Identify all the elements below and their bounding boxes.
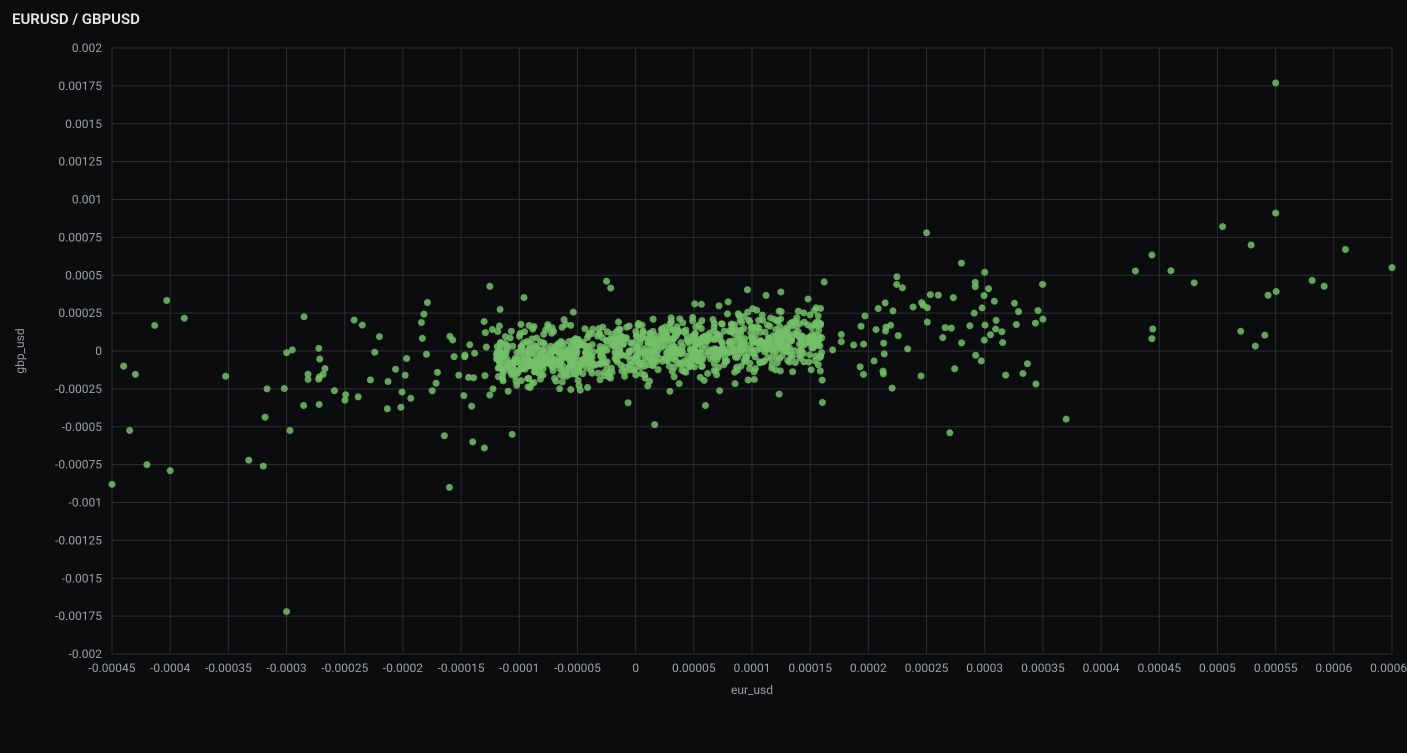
scatter-chart: -0.002-0.00175-0.0015-0.00125-0.001-0.00… — [112, 48, 1392, 708]
y-tick-label: 0.00075 — [58, 230, 102, 244]
x-tick-label: 0.00055 — [1254, 661, 1298, 675]
y-tick-label: -0.002 — [69, 647, 103, 661]
y-tick-label: -0.0015 — [62, 571, 102, 585]
y-axis-label: gbp_usd — [13, 328, 27, 373]
y-tick-label: 0.00125 — [58, 155, 102, 169]
x-tick-label: 0.0003 — [966, 661, 1003, 675]
x-tick-label: -0.0001 — [499, 661, 539, 675]
y-tick-label: 0.0015 — [65, 117, 102, 131]
x-tick-label: 0.0006 — [1315, 661, 1352, 675]
y-tick-label: -0.0005 — [62, 420, 102, 434]
y-tick-label: -0.00175 — [55, 609, 102, 623]
x-tick-label: 0.00025 — [905, 661, 949, 675]
x-tick-label: -0.0004 — [150, 661, 190, 675]
x-tick-label: 0.0004 — [1083, 661, 1120, 675]
y-tick-label: 0.0005 — [65, 268, 102, 282]
x-tick-label: 0.0001 — [734, 661, 771, 675]
x-tick-label: 0 — [632, 661, 639, 675]
x-tick-label: 0.00035 — [1021, 661, 1065, 675]
x-tick-label: -0.00025 — [321, 661, 368, 675]
y-tick-label: 0.001 — [72, 193, 102, 207]
x-tick-label: 0.00015 — [788, 661, 832, 675]
x-axis-label: eur_usd — [731, 683, 773, 697]
y-tick-label: 0.00175 — [58, 79, 102, 93]
x-tick-label: -0.00035 — [205, 661, 252, 675]
x-tick-label: -0.0003 — [266, 661, 306, 675]
y-tick-label: -0.001 — [69, 496, 102, 510]
x-tick-label: 0.00005 — [672, 661, 716, 675]
x-tick-label: 0.00065 — [1370, 661, 1407, 675]
x-tick-label: 0.0005 — [1199, 661, 1236, 675]
y-tick-label: 0.002 — [72, 41, 102, 55]
panel-title: EURUSD / GBPUSD — [12, 10, 140, 28]
x-tick-label: 0.0002 — [850, 661, 887, 675]
x-tick-label: -0.00045 — [89, 661, 136, 675]
x-tick-label: -0.0002 — [383, 661, 423, 675]
x-tick-label: 0.00045 — [1137, 661, 1181, 675]
y-tick-label: -0.00125 — [55, 533, 102, 547]
plot-area[interactable]: -0.002-0.00175-0.0015-0.00125-0.001-0.00… — [112, 48, 1392, 708]
x-tick-label: -0.00015 — [438, 661, 485, 675]
chart-panel: EURUSD / GBPUSD -0.002-0.00175-0.0015-0.… — [0, 0, 1407, 753]
x-tick-label: -0.00005 — [554, 661, 601, 675]
y-tick-label: -0.00025 — [55, 382, 102, 396]
y-tick-label: 0 — [95, 344, 102, 358]
y-tick-label: 0.00025 — [58, 306, 102, 320]
y-tick-label: -0.00075 — [55, 458, 102, 472]
